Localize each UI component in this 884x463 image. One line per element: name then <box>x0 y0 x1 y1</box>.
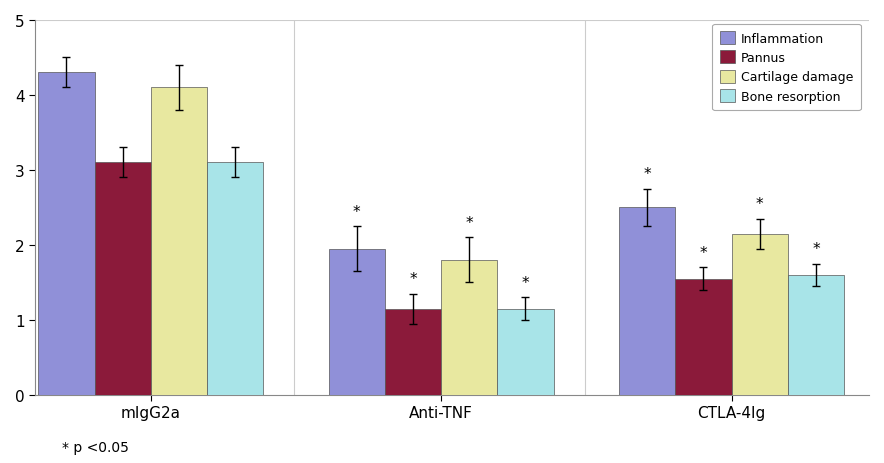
Text: * p <0.05: * p <0.05 <box>62 440 129 454</box>
Text: *: * <box>466 215 473 231</box>
Bar <box>150 88 207 395</box>
Bar <box>38 73 95 395</box>
Legend: Inflammation, Pannus, Cartilage damage, Bone resorption: Inflammation, Pannus, Cartilage damage, … <box>712 25 861 111</box>
Bar <box>329 249 385 395</box>
Text: *: * <box>812 242 819 257</box>
Text: *: * <box>522 275 530 290</box>
Bar <box>207 163 263 395</box>
Bar <box>441 260 498 395</box>
Bar <box>619 208 675 395</box>
Bar <box>498 309 553 395</box>
Text: *: * <box>699 245 707 260</box>
Text: *: * <box>409 271 417 287</box>
Text: *: * <box>756 197 764 212</box>
Bar <box>385 309 441 395</box>
Bar <box>95 163 150 395</box>
Text: *: * <box>644 167 652 182</box>
Bar <box>788 275 844 395</box>
Text: *: * <box>353 204 361 219</box>
Bar <box>675 279 732 395</box>
Bar <box>732 234 788 395</box>
